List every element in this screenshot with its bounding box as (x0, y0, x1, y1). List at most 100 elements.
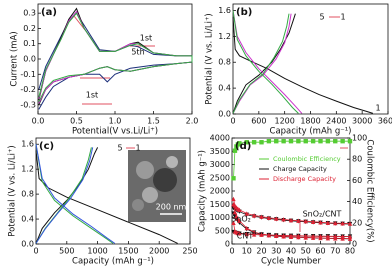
y-tick-label: 1.6 (21, 140, 34, 149)
y-tick-label: -0.1 (20, 70, 36, 79)
series-line (232, 13, 292, 114)
marker (347, 234, 353, 239)
y2-tick-label: 100 (352, 134, 367, 143)
marker (288, 233, 294, 238)
plot-frame (231, 137, 351, 245)
annotation: SnO₂/CNT (303, 210, 342, 219)
y-tick-label: 0.0 (23, 55, 36, 64)
x-tick-label: 30 (271, 247, 281, 256)
x-tick-label: 10 (242, 247, 252, 256)
plot-frame (232, 3, 389, 115)
series-line (232, 10, 299, 114)
y-tick-label: 1.2 (218, 32, 231, 41)
y-tick-label: 1000 (210, 213, 230, 222)
marker (340, 138, 345, 144)
panel: 0.0 0.5 1.0 1.5 2.0 -0.3 -0.2 -0.1 0.0 0.1 0.2 0.3 P… (10, 3, 199, 137)
marker (234, 213, 239, 219)
x-tick-label: 1500 (118, 247, 138, 256)
series-line (38, 7, 193, 106)
panel-label: (d) (235, 141, 251, 152)
panel: 0 500 1000 1500 2000 250 0.0 0.4 0.8 1.2 1.6 Capaci… (8, 137, 198, 267)
annotation: 1 (375, 104, 380, 113)
marker (288, 138, 294, 144)
annotation: 1 (340, 13, 345, 22)
marker (318, 220, 323, 225)
series-line (38, 12, 193, 110)
marker (266, 232, 272, 238)
marker (266, 138, 272, 144)
annotation: 1st (140, 34, 152, 43)
x-tick-label: 0 (33, 247, 38, 256)
x-tick-label: 2000 (149, 247, 169, 256)
panel-label: (b) (236, 7, 252, 18)
x-tick-label: 70 (330, 247, 340, 256)
marker (231, 202, 236, 207)
x-tick-label: 50 (301, 247, 311, 256)
legend-label: Charge Capacity (273, 165, 327, 173)
y-axis-title: Potential (V vs. Li/Li⁺) (8, 145, 18, 237)
marker (244, 225, 249, 231)
x-axis-title: Cycle Number (261, 257, 322, 267)
marker (310, 219, 316, 224)
inset-texture (142, 187, 158, 203)
y-tick-label: 0.2 (23, 24, 36, 33)
arrow (73, 15, 86, 31)
annotation: CNT (237, 232, 254, 241)
x-tick-label: 2400 (326, 117, 346, 126)
x-tick-label: 1800 (300, 117, 320, 126)
y-tick-label: 0.1 (23, 39, 36, 48)
y2-tick-label: 80 (352, 155, 362, 164)
x-tick-label: 1200 (274, 117, 294, 126)
series-line (38, 10, 193, 104)
marker (244, 231, 249, 237)
y-tick-label: -0.2 (20, 85, 36, 94)
marker (281, 217, 286, 222)
marker (232, 210, 238, 215)
marker (281, 138, 286, 144)
x-tick-label: 250 (182, 247, 197, 256)
x-tick-label: 40 (286, 247, 296, 256)
panel: 0 10 20 30 40 50 60 70 8005001000150020002500300… (198, 134, 375, 267)
marker (318, 233, 323, 239)
marker (251, 140, 257, 145)
y-tick-label: 500 (215, 226, 230, 235)
marker (340, 234, 345, 239)
x-tick-label: 600 (251, 117, 266, 126)
marker (310, 233, 316, 239)
series-line (35, 147, 94, 244)
y-tick-label: 3500 (210, 147, 230, 156)
marker (244, 140, 249, 145)
y-tick-label: 2500 (210, 173, 230, 182)
y-axis-title: Potential (V vs. Li/Li⁺) (205, 13, 215, 105)
y-tick-label: -0.3 (20, 100, 36, 109)
marker (296, 218, 301, 223)
marker (296, 138, 301, 144)
inset-texture (153, 168, 177, 192)
inset-texture (132, 199, 144, 211)
y-axis-title: Current (mA) (10, 31, 20, 86)
panel-label: (c) (39, 141, 54, 152)
marker (237, 230, 242, 236)
annotation: 5 (319, 13, 324, 22)
x-tick-label: 0.5 (70, 117, 83, 126)
y2-tick-label: 40 (352, 197, 362, 206)
marker (266, 215, 272, 220)
x-tick-label: 2.0 (186, 117, 199, 126)
inset-texture (136, 161, 154, 179)
marker (244, 211, 249, 216)
x-axis-title: Potential(V vs.Li/Li⁺) (72, 127, 158, 137)
inset-texture (166, 156, 178, 168)
marker (333, 138, 338, 144)
annotation: 1 (135, 144, 140, 153)
x-tick-label: 0 (230, 117, 235, 126)
annotation: SnO₂ (231, 215, 251, 224)
marker (340, 221, 345, 226)
panel-label: (a) (41, 7, 57, 18)
x-tick-label: 1000 (87, 247, 107, 256)
x-tick-label: 0.0 (32, 117, 45, 126)
marker (296, 233, 301, 238)
y-tick-label: 0.8 (21, 190, 34, 199)
